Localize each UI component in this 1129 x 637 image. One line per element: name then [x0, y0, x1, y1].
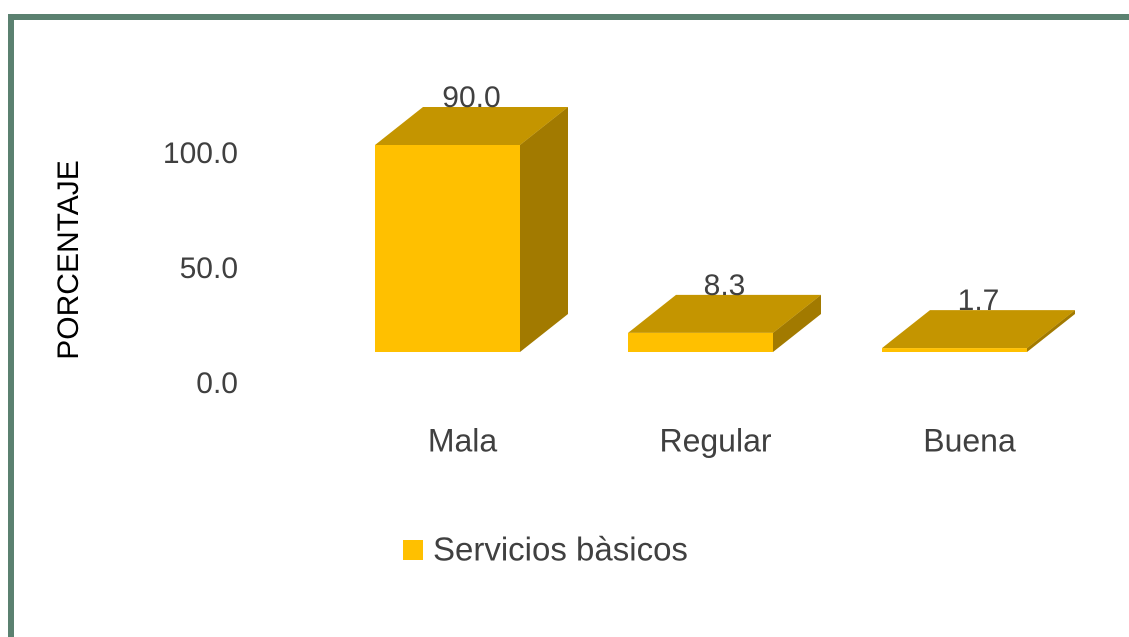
- y-tick-label: 0.0: [196, 367, 238, 400]
- x-tick-label: Regular: [659, 422, 771, 458]
- legend-swatch: [403, 540, 423, 560]
- data-label: 8.3: [704, 269, 746, 302]
- data-label: 1.7: [958, 284, 1000, 317]
- bar-top: [375, 107, 568, 145]
- bar-top: [882, 310, 1075, 349]
- bar-top: [628, 294, 821, 333]
- x-tick-label: Mala: [428, 422, 498, 458]
- bar-side: [520, 107, 568, 352]
- bar-side: [773, 294, 821, 352]
- bar-side: [1027, 310, 1075, 352]
- bar: [375, 145, 520, 352]
- y-tick-label: 50.0: [180, 252, 238, 285]
- y-axis-label: PORCENTAJE: [52, 160, 85, 359]
- data-label: 90.0: [442, 81, 500, 114]
- bar: [628, 332, 773, 352]
- y-tick-label: 100.0: [163, 137, 238, 170]
- bar: [882, 348, 1027, 352]
- x-tick-label: Buena: [923, 422, 1016, 458]
- legend-label: Servicios bàsicos: [433, 531, 688, 568]
